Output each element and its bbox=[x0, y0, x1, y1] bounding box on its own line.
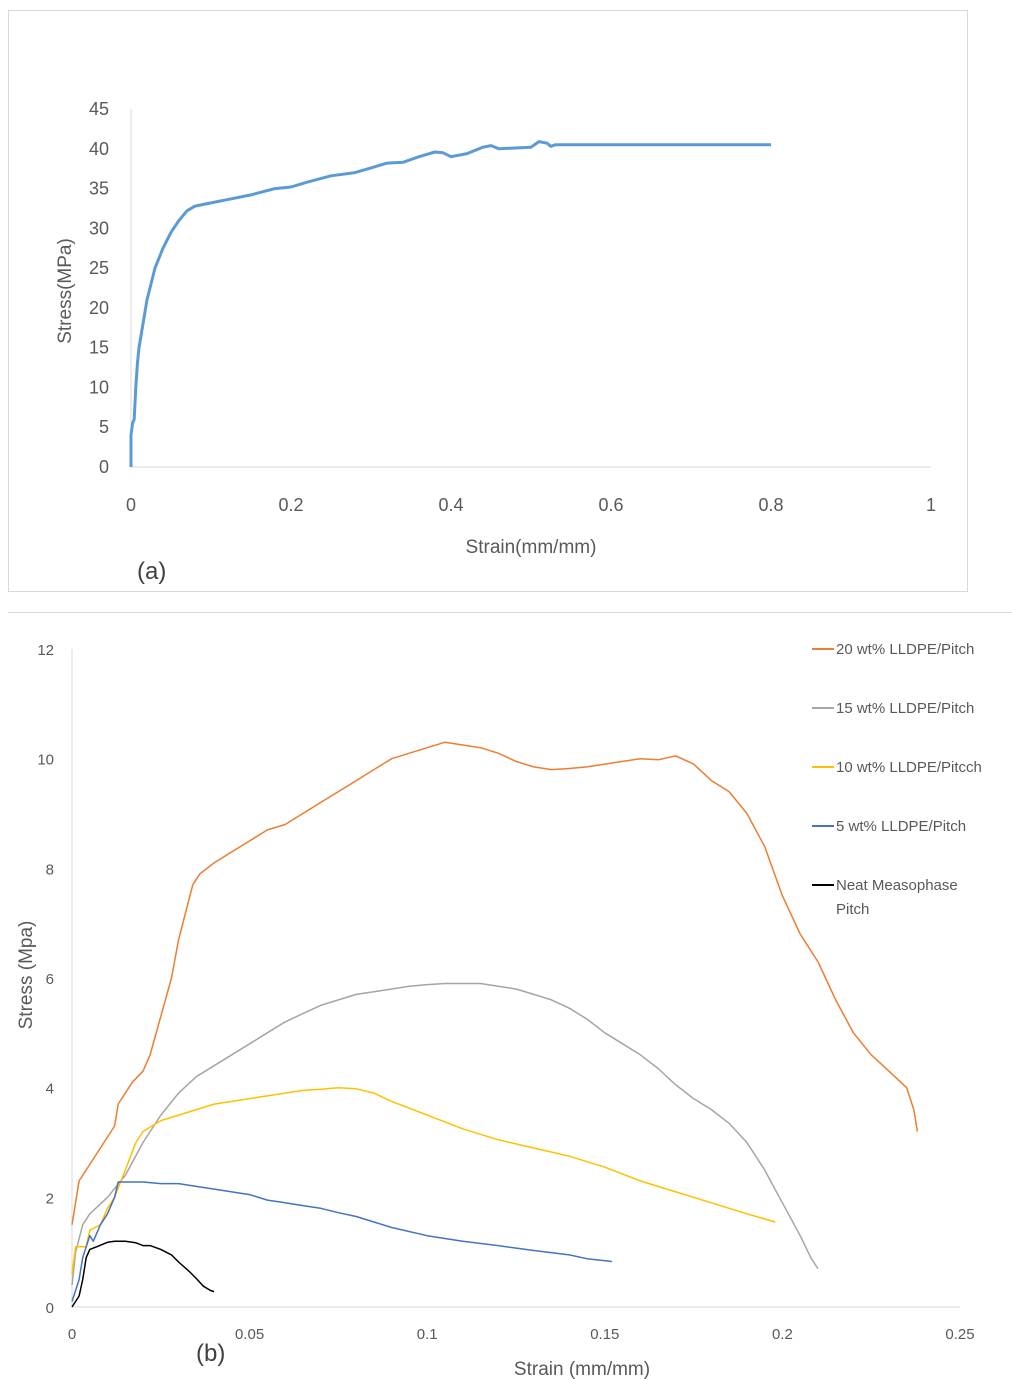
x-tick-label: 0.05 bbox=[235, 1326, 264, 1343]
panel-label: (a) bbox=[137, 558, 166, 585]
y-tick-label: 40 bbox=[89, 139, 109, 159]
legend-label: 20 wt% LLDPE/Pitch bbox=[836, 641, 974, 658]
x-tick-label: 1 bbox=[926, 495, 936, 515]
chart-panel-a: 0 0.2 0.4 0.6 0.8 1 0 5 10 15 20 25 30 35 40 45 Strain(m… bbox=[8, 10, 968, 592]
y-tick-label: 8 bbox=[46, 861, 54, 878]
x-tick-label: 0 bbox=[126, 495, 136, 515]
y-tick-label: 25 bbox=[89, 258, 109, 278]
legend-label: Neat Measophase bbox=[836, 877, 958, 894]
y-tick-label: 2 bbox=[46, 1190, 54, 1207]
series-line bbox=[71, 1181, 612, 1302]
series-line bbox=[71, 741, 919, 1225]
x-axis-title: Strain (mm/mm) bbox=[514, 1359, 650, 1379]
x-tick-label: 0 bbox=[68, 1326, 76, 1343]
x-tick-label: 0.2 bbox=[772, 1326, 793, 1343]
y-tick-label: 0 bbox=[46, 1300, 54, 1317]
series-line bbox=[71, 982, 819, 1286]
legend-label: 10 wt% LLDPE/Pitcch bbox=[836, 759, 982, 776]
x-tick-label: 0.2 bbox=[278, 495, 303, 515]
y-tick-label: 10 bbox=[37, 752, 54, 769]
y-axis-title: Stress(MPa) bbox=[55, 238, 76, 344]
y-tick-label: 12 bbox=[37, 642, 54, 659]
x-tick-label: 0.1 bbox=[417, 1326, 438, 1343]
x-tick-label: 0.6 bbox=[598, 495, 623, 515]
y-tick-label: 5 bbox=[99, 417, 109, 437]
y-tick-label: 20 bbox=[89, 298, 109, 318]
x-tick-label: 0.8 bbox=[758, 495, 783, 515]
y-tick-label: 15 bbox=[89, 338, 109, 358]
y-tick-label: 45 bbox=[89, 99, 109, 119]
series-line bbox=[71, 1086, 776, 1275]
legend-label: 15 wt% LLDPE/Pitch bbox=[836, 700, 974, 717]
y-tick-label: 35 bbox=[89, 179, 109, 199]
x-tick-label: 0.25 bbox=[945, 1326, 974, 1343]
y-tick-label: 30 bbox=[89, 218, 109, 238]
chart-panel-b: 0 0.05 0.1 0.15 0.2 0.25 0 2 4 6 8 10 12 Strain (mm/m… bbox=[8, 612, 1012, 1379]
series-line bbox=[71, 1240, 215, 1308]
x-tick-label: 0.15 bbox=[590, 1326, 619, 1343]
legend-label: Pitch bbox=[836, 901, 869, 918]
y-tick-label: 10 bbox=[89, 377, 109, 397]
panel-label: (b) bbox=[196, 1340, 225, 1367]
y-tick-label: 4 bbox=[46, 1081, 54, 1098]
chart-b-svg: 0 0.05 0.1 0.15 0.2 0.25 0 2 4 6 8 10 12 Strain (mm/m… bbox=[16, 641, 982, 1379]
y-tick-label: 0 bbox=[99, 457, 109, 477]
series-line bbox=[129, 140, 771, 467]
chart-a-svg: 0 0.2 0.4 0.6 0.8 1051015202530354045Strain(m… bbox=[55, 99, 936, 585]
y-tick-label: 6 bbox=[46, 971, 54, 988]
x-axis-title: Strain(mm/mm) bbox=[466, 537, 597, 558]
y-axis-title: Stress (Mpa) bbox=[16, 921, 37, 1030]
legend-label: 5 wt% LLDPE/Pitch bbox=[836, 818, 966, 835]
x-tick-label: 0.4 bbox=[438, 495, 463, 515]
